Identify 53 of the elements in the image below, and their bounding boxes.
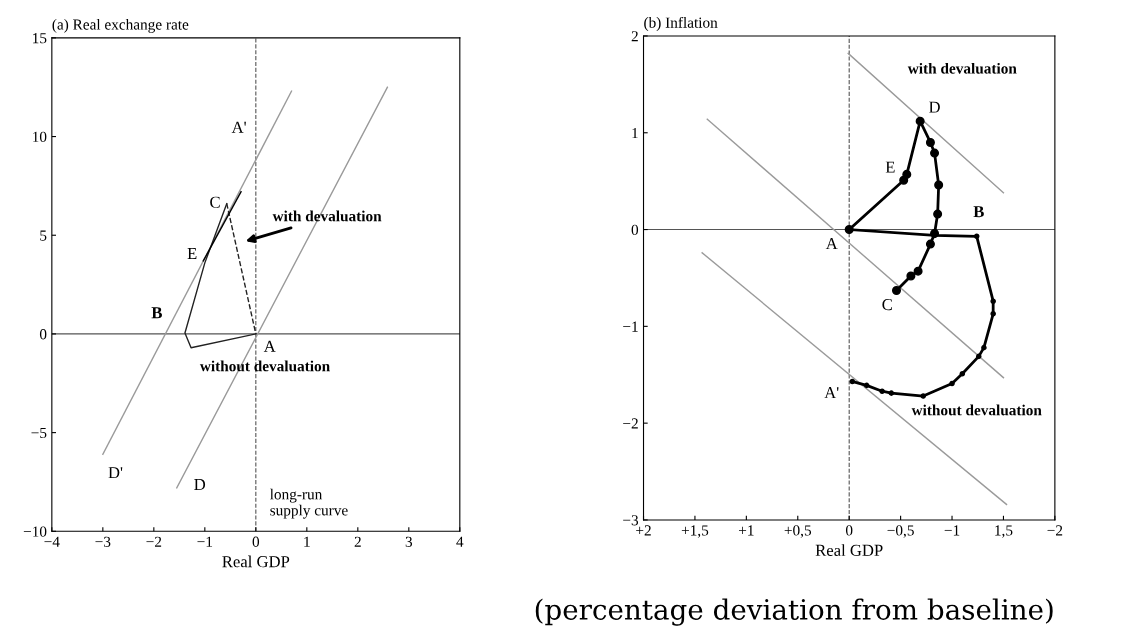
x-tick-label: 2: [354, 536, 361, 547]
x-tick-label: −0,5: [887, 525, 914, 538]
y-tick-label: 10: [33, 131, 47, 142]
annotation: A: [263, 340, 276, 352]
y-tick-label: 1: [632, 127, 638, 139]
x-tick-label: −4: [44, 536, 60, 547]
y-tick-label: 2: [631, 31, 638, 42]
x-tick-label: 4: [456, 536, 464, 547]
annotation: A: [825, 238, 838, 250]
chart-title: (b) Inflation: [644, 16, 718, 31]
annotation: D: [929, 101, 940, 113]
y-tick-label: −1: [623, 321, 638, 332]
y-tick-label: 0: [39, 329, 47, 340]
x-tick-label: +1,5: [681, 525, 709, 538]
annotation: without devaluation: [911, 404, 1042, 416]
annotation: with devaluation: [907, 62, 1017, 74]
y-tick-label: 15: [33, 33, 47, 44]
annotation: B: [151, 307, 162, 319]
annotation: C: [882, 299, 892, 311]
x-tick-label: 3: [405, 536, 413, 547]
annotation: D': [108, 467, 123, 479]
x-tick-label: −1: [944, 525, 960, 536]
x-tick-label: −2: [146, 536, 162, 547]
x-tick-label: 1: [304, 536, 310, 547]
y-tick-label: 0: [631, 224, 639, 236]
y-tick-label: −3: [623, 515, 639, 526]
y-tick-label: −2: [623, 418, 638, 429]
x-tick-label: −3: [95, 536, 111, 547]
annotation: without devaluation: [199, 360, 330, 372]
annotation: C: [210, 196, 220, 208]
x-tick-label: +2: [636, 525, 651, 536]
x-axis-title: Real GDP: [815, 544, 883, 556]
chart-title: (a) Real exchange rate: [52, 18, 189, 33]
y-tick-label: −10: [23, 526, 47, 537]
annotation: D: [194, 479, 206, 490]
x-tick-label: +1: [738, 525, 754, 536]
x-tick-label: 1,5: [995, 525, 1013, 538]
annotation: B: [973, 206, 984, 218]
y-tick-label: −5: [31, 427, 47, 439]
text: (percentage deviation from baseline): [535, 598, 1053, 626]
annotation: long-run supply curve: [270, 488, 348, 519]
x-tick-label: −2: [1047, 525, 1063, 536]
annotation: A': [824, 387, 839, 399]
annotation: E: [187, 248, 197, 259]
x-tick-label: +0,5: [784, 525, 812, 538]
x-axis-title: Real GDP: [222, 555, 290, 568]
annotation: E: [885, 161, 895, 173]
x-tick-label: 0: [252, 536, 260, 547]
x-tick-label: 0: [845, 525, 853, 536]
annotation: A': [231, 121, 246, 133]
annotation: with devaluation: [272, 210, 382, 222]
x-tick-label: −1: [197, 536, 213, 547]
y-tick-label: 5: [40, 230, 47, 241]
